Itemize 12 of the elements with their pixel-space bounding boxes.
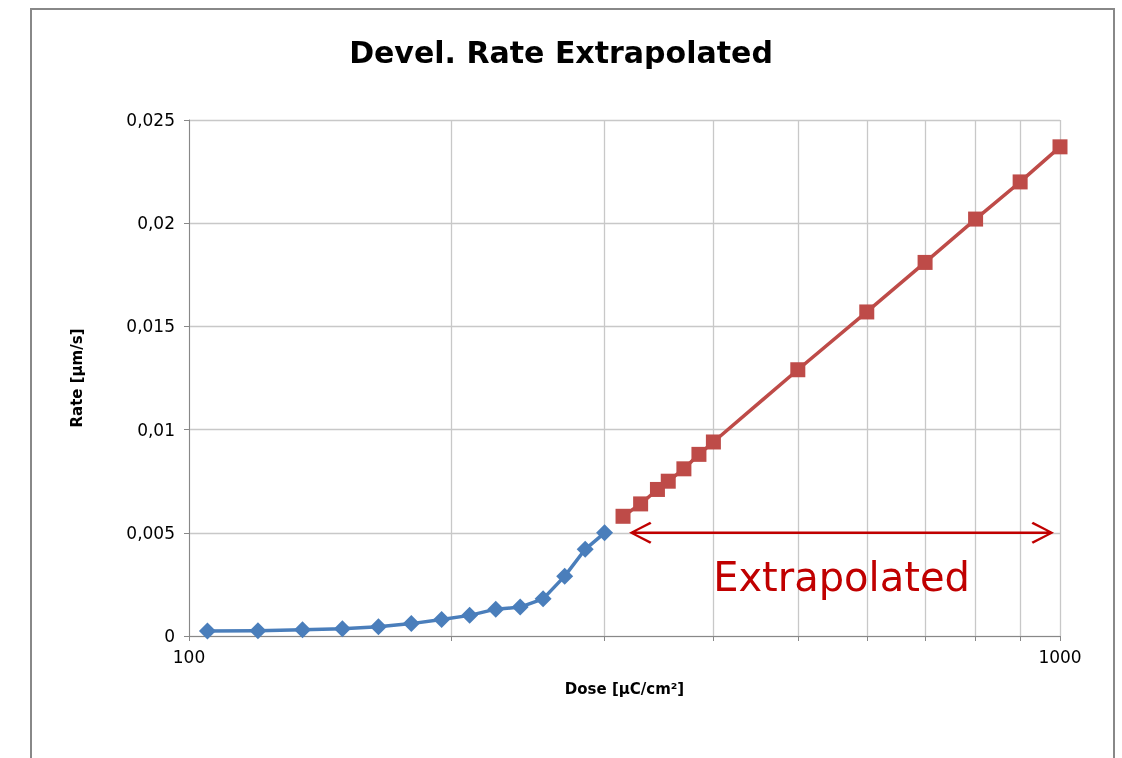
x-axis-title: Dose [µC/cm²] [564,679,685,698]
x-tick-label: 100 [172,646,206,667]
y-tick-label: 0,01 [137,419,175,440]
y-tick-label: 0,025 [126,110,175,130]
chart-title: Devel. Rate Extrapolated [349,34,773,70]
x-tick-label: 1000 [1038,646,1082,667]
y-tick-label: 0,015 [126,316,175,337]
y-tick-label: 0 [164,626,175,646]
y-tick-label: 0,02 [137,213,175,234]
annotation: Extrapolated [713,553,970,600]
y-tick-label: 0,005 [126,522,175,543]
y-axis-title: Rate [µm/s] [67,328,86,428]
